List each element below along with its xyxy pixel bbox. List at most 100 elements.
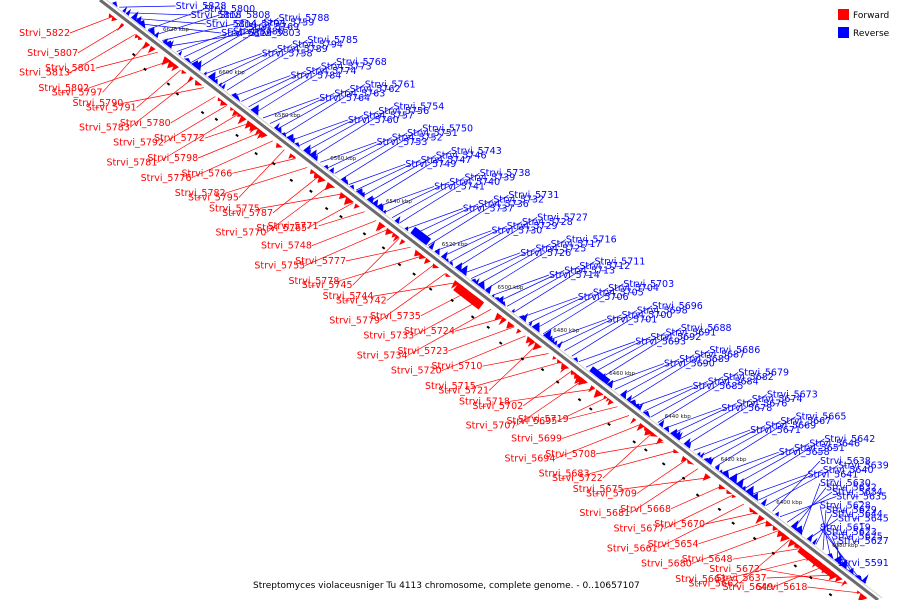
forward-gene-label[interactable]: Strvi_5782 <box>175 188 226 199</box>
reverse-gene-label[interactable]: Strvi_5751 <box>407 128 458 139</box>
reverse-gene-label[interactable]: Strvi_5690 <box>664 359 715 370</box>
reverse-gene-label[interactable]: Strvi_5788 <box>279 13 330 24</box>
reverse-gene-label[interactable]: Strvi_5646 <box>809 438 860 449</box>
reverse-gene-label[interactable]: Strvi_5665 <box>796 412 847 423</box>
forward-gene-label[interactable]: Strvi_5722 <box>552 473 603 484</box>
forward-gene-label[interactable]: Strvi_5790 <box>72 98 123 109</box>
reverse-gene-label[interactable]: Strvi_5730 <box>492 226 543 237</box>
reverse-gene-label[interactable]: Strvi_5641 <box>808 469 859 480</box>
forward-gene-label[interactable]: Strvi_5662 <box>688 578 739 589</box>
reverse-gene-label[interactable]: Strvi_5794 <box>292 40 343 51</box>
forward-gene-label[interactable]: Strvi_5771 <box>268 221 319 232</box>
reverse-gene-label[interactable]: Strvi_5693 <box>635 337 686 348</box>
reverse-gene-label[interactable]: Strvi_5808 <box>220 10 271 21</box>
forward-gene-label[interactable]: Strvi_5718 <box>459 396 510 407</box>
forward-gene-label[interactable]: Strvi_5618 <box>757 582 808 593</box>
forward-gene-label[interactable]: Strvi_5779 <box>329 315 380 326</box>
forward-gene-label[interactable]: Strvi_5765 <box>256 223 307 234</box>
forward-gene-label[interactable]: Strvi_5661 <box>607 543 658 554</box>
forward-gene-label[interactable]: Strvi_5781 <box>107 158 158 169</box>
forward-gene-label[interactable]: Strvi_5649 <box>722 582 773 593</box>
forward-gene-label[interactable]: Strvi_5745 <box>302 280 353 291</box>
reverse-gene-label[interactable]: Strvi_5682 <box>723 372 774 383</box>
reverse-gene-label[interactable]: Strvi_5741 <box>434 181 485 192</box>
reverse-gene-label[interactable]: Strvi_5761 <box>365 79 416 90</box>
reverse-gene-label[interactable]: Strvi_5678 <box>721 403 772 414</box>
reverse-gene-label[interactable]: Strvi_5819 <box>221 28 272 39</box>
forward-gene-label[interactable]: Strvi_5680 <box>641 559 692 570</box>
forward-gene-label[interactable]: Strvi_5663 <box>675 574 726 585</box>
reverse-gene-label[interactable]: Strvi_5818 <box>191 10 242 21</box>
reverse-gene-label[interactable]: Strvi_5753 <box>377 137 428 148</box>
forward-gene-label[interactable]: Strvi_5822 <box>19 28 70 39</box>
reverse-gene-label[interactable]: Strvi_5803 <box>250 28 301 39</box>
forward-gene-label[interactable]: Strvi_5733 <box>363 331 414 342</box>
reverse-gene-label[interactable]: Strvi_5763 <box>334 88 385 99</box>
reverse-gene-label[interactable]: Strvi_5737 <box>463 204 514 215</box>
reverse-gene-label[interactable]: Strvi_5704 <box>608 283 659 294</box>
reverse-gene-label[interactable]: Strvi_5638 <box>820 456 871 467</box>
forward-gene-label[interactable]: Strvi_5734 <box>357 350 408 361</box>
reverse-gene-label[interactable]: Strvi_5769 <box>248 22 299 33</box>
reverse-gene-label[interactable]: Strvi_5645 <box>838 514 889 525</box>
forward-gene-label[interactable]: Strvi_5755 <box>254 261 305 272</box>
forward-gene-label[interactable]: Strvi_5780 <box>120 118 171 129</box>
forward-gene-label[interactable]: Strvi_5720 <box>391 366 442 377</box>
reverse-gene-label[interactable]: Strvi_5692 <box>650 332 701 343</box>
forward-gene-label[interactable]: Strvi_5670 <box>654 519 705 530</box>
forward-gene-label[interactable]: Strvi_5681 <box>579 508 630 519</box>
reverse-gene-label[interactable]: Strvi_5627 <box>838 536 889 547</box>
reverse-gene-label[interactable]: Strvi_5651 <box>794 443 845 454</box>
forward-gene-label[interactable]: Strvi_5778 <box>289 276 340 287</box>
reverse-gene-label[interactable]: Strvi_5732 <box>493 195 544 206</box>
reverse-gene-label[interactable]: Strvi_5762 <box>350 84 401 95</box>
reverse-gene-label[interactable]: Strvi_5679 <box>738 367 789 378</box>
reverse-gene-label[interactable]: Strvi_5736 <box>478 199 529 210</box>
reverse-gene-label[interactable]: Strvi_5739 <box>465 173 516 184</box>
reverse-gene-label[interactable]: Strvi_5644 <box>832 509 883 520</box>
reverse-gene-label[interactable]: Strvi_5760 <box>348 115 399 126</box>
reverse-gene-label[interactable]: Strvi_5747 <box>421 155 472 166</box>
reverse-gene-label[interactable]: Strvi_5746 <box>436 150 487 161</box>
reverse-gene-label[interactable]: Strvi_5750 <box>422 124 473 135</box>
forward-gene-label[interactable]: Strvi_5648 <box>682 554 733 565</box>
forward-gene-label[interactable]: Strvi_5699 <box>511 434 562 445</box>
reverse-gene-label[interactable]: Strvi_5743 <box>451 146 502 157</box>
reverse-gene-label[interactable]: Strvi_5740 <box>449 177 500 188</box>
reverse-gene-label[interactable]: Strvi_5628 <box>820 500 871 511</box>
forward-gene-label[interactable]: Strvi_5783 <box>79 122 130 133</box>
reverse-gene-label[interactable]: Strvi_5784 <box>291 71 342 82</box>
reverse-gene-label[interactable]: Strvi_5639 <box>838 461 889 472</box>
forward-gene-label[interactable]: Strvi_5766 <box>181 168 232 179</box>
reverse-gene-label[interactable]: Strvi_5629 <box>826 505 877 516</box>
reverse-gene-label[interactable]: Strvi_5725 <box>536 243 587 254</box>
reverse-gene-label[interactable]: Strvi_5814 <box>206 19 257 30</box>
reverse-gene-label[interactable]: Strvi_5713 <box>564 266 615 277</box>
forward-gene-label[interactable]: Strvi_5724 <box>404 326 455 337</box>
reverse-gene-label[interactable]: Strvi_5756 <box>378 106 429 117</box>
forward-gene-label[interactable]: Strvi_5672 <box>709 564 760 575</box>
forward-gene-label[interactable]: Strvi_5695 <box>506 416 557 427</box>
reverse-gene-label[interactable]: Strvi_5706 <box>578 292 629 303</box>
reverse-gene-label[interactable]: Strvi_5712 <box>579 261 630 272</box>
forward-gene-label[interactable]: Strvi_5723 <box>397 346 448 357</box>
reverse-gene-label[interactable]: Strvi_5632 <box>826 483 877 494</box>
forward-gene-label[interactable]: Strvi_5715 <box>425 381 476 392</box>
reverse-gene-label[interactable]: Strvi_5696 <box>652 301 703 312</box>
reverse-gene-label[interactable]: Strvi_5774 <box>306 66 357 77</box>
reverse-gene-label[interactable]: Strvi_5786 <box>233 26 284 37</box>
forward-gene-label[interactable]: Strvi_5772 <box>154 133 205 144</box>
reverse-gene-label[interactable]: Strvi_5729 <box>507 221 558 232</box>
reverse-gene-label[interactable]: Strvi_5687 <box>694 350 745 361</box>
reverse-gene-label[interactable]: Strvi_5642 <box>824 434 875 445</box>
forward-gene-label[interactable]: Strvi_5702 <box>472 401 523 412</box>
reverse-gene-label[interactable]: Strvi_5688 <box>681 323 732 334</box>
reverse-gene-label[interactable]: Strvi_5800 <box>204 4 255 15</box>
forward-gene-label[interactable]: Strvi_5668 <box>620 504 671 515</box>
reverse-gene-label[interactable]: Strvi_5630 <box>820 478 871 489</box>
reverse-gene-label[interactable]: Strvi_5711 <box>595 257 646 268</box>
forward-gene-label[interactable]: Strvi_5677 <box>614 524 665 535</box>
forward-gene-label[interactable]: Strvi_5748 <box>261 241 312 252</box>
reverse-gene-label[interactable]: Strvi_5667 <box>780 416 831 427</box>
reverse-gene-label[interactable]: Strvi_5701 <box>607 314 658 325</box>
